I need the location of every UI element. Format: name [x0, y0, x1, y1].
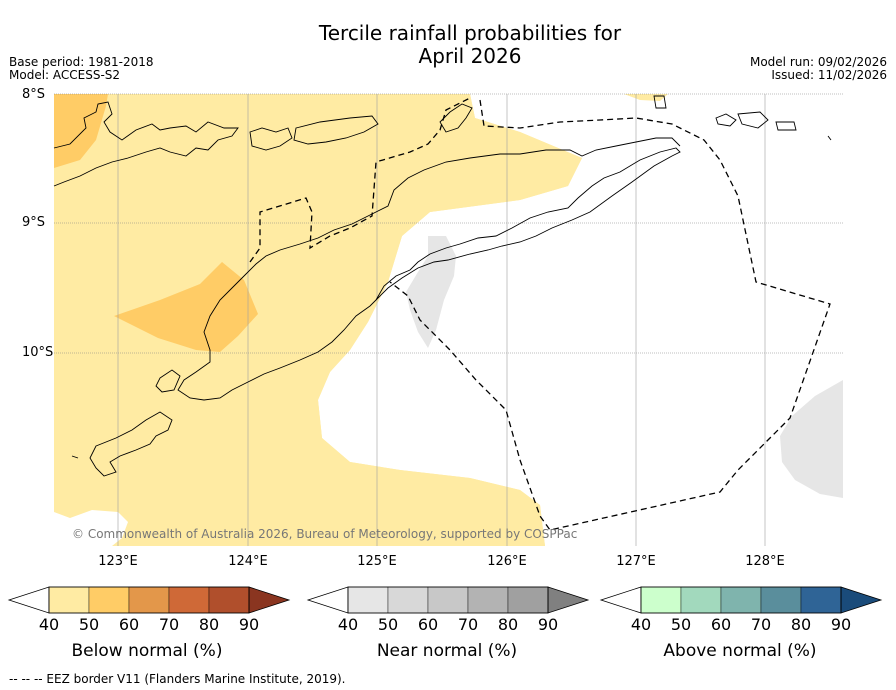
- colorbar-label-near: Near normal (%): [376, 641, 518, 661]
- colorbar-above-tick-50: 50: [670, 615, 692, 634]
- colorbar-above-bin-2: [720, 586, 762, 614]
- coast-sumba-east: [89, 411, 173, 477]
- meridians: [117, 94, 766, 546]
- colorbar-below-min-arrow: [7, 586, 50, 614]
- eez-footer-note: -- -- -- EEZ border V11 (Flanders Marine…: [9, 672, 346, 686]
- coast-island-east-1: [715, 113, 737, 127]
- coast-rote: [155, 369, 181, 393]
- colorbar-below-tick-80: 80: [198, 615, 220, 634]
- colorbar-near-max-arrow: [547, 586, 590, 614]
- colorbar-below-tick-50: 50: [78, 615, 100, 634]
- copyright-text: © Commonwealth of Australia 2026, Bureau…: [72, 527, 578, 541]
- colorbar-near: [306, 586, 590, 614]
- lon-label-128e: 128°E: [745, 554, 785, 569]
- colorbar-below-tick-60: 60: [118, 615, 140, 634]
- colorbar-near-tick-50: 50: [377, 615, 399, 634]
- lon-label-126e: 126°E: [487, 554, 527, 569]
- base-period: Base period: 1981-2018: [9, 55, 154, 69]
- colorbar-above-tick-70: 70: [750, 615, 772, 634]
- colorbar-above-max-arrow: [840, 586, 883, 614]
- colorbar-above-min-arrow: [599, 586, 642, 614]
- map-title-line2: April 2026: [418, 44, 522, 68]
- lat-label-9s: 9°S: [22, 215, 46, 230]
- coast-island-east-3: [775, 121, 797, 131]
- colorbar-above-tick-90: 90: [830, 615, 852, 634]
- colorbar-near-tick-60: 60: [417, 615, 439, 634]
- colorbar-near-outline: [347, 586, 549, 614]
- colorbar-above-tick-80: 80: [790, 615, 812, 634]
- colorbar-below-tick-90: 90: [238, 615, 260, 634]
- below-normal-50-60-center: [114, 262, 258, 352]
- below-normal-40-50-main: [54, 94, 582, 546]
- coast-island-small-2: [293, 115, 379, 145]
- colorbar-above-outline: [640, 586, 842, 614]
- colorbar-above-bin-3: [760, 586, 802, 614]
- coast-island-east-2: [737, 111, 769, 129]
- colorbar-below-outline: [48, 586, 250, 614]
- coast-flores-alor: [53, 101, 239, 187]
- meta-right: Model run: 09/02/2026 Issued: 11/02/2026: [750, 56, 887, 82]
- lon-label-125e: 125°E: [357, 554, 397, 569]
- eez-line-west: [249, 97, 471, 263]
- colorbar-near-bin-2: [427, 586, 469, 614]
- near-normal-patch-1: [406, 236, 456, 348]
- colorbar-above-bin-4: [800, 586, 842, 614]
- colorbar-below-bin-2: [128, 586, 170, 614]
- issued-date: Issued: 11/02/2026: [771, 68, 887, 82]
- colorbar-near-tick-40: 40: [337, 615, 359, 634]
- colorbar-above-bin-0: [640, 586, 682, 614]
- coast-timor: [177, 137, 681, 401]
- coast-island-small-1: [249, 127, 293, 151]
- eez-border: [249, 97, 831, 531]
- lon-label-123e: 123°E: [98, 554, 138, 569]
- coast-island-east-4: [827, 135, 832, 141]
- model-run: Model run: 09/02/2026: [749, 55, 887, 69]
- map-title-line1: Tercile rainfall probabilities for: [318, 21, 622, 45]
- colorbar-below-tick-70: 70: [158, 615, 180, 634]
- colorbar-above-tick-60: 60: [710, 615, 732, 634]
- no-data-lower-left: [54, 510, 128, 546]
- model-name: Model: ACCESS-S2: [9, 68, 121, 82]
- colorbar-above-bin-1: [680, 586, 722, 614]
- colorbar-below-bin-1: [88, 586, 130, 614]
- colorbar-near-tick-70: 70: [457, 615, 479, 634]
- lon-label-124e: 124°E: [228, 554, 268, 569]
- colorbar-below-bin-4: [208, 586, 250, 614]
- colorbar-below-tick-40: 40: [38, 615, 60, 634]
- colorbar-near-bin-0: [347, 586, 389, 614]
- colorbar-above-tick-40: 40: [630, 615, 652, 634]
- coast-island-tiny: [653, 95, 667, 109]
- colorbar-label-above: Above normal (%): [663, 641, 817, 661]
- colorbar-near-bin-3: [467, 586, 509, 614]
- colorbar-near-tick-90: 90: [537, 615, 559, 634]
- colorbar-near-bin-1: [387, 586, 429, 614]
- colorbar-near-tick-80: 80: [497, 615, 519, 634]
- colorbar-above: [599, 586, 883, 614]
- colorbar-below: [7, 586, 291, 614]
- lat-label-8s: 8°S: [22, 87, 46, 102]
- graticule: [54, 93, 843, 354]
- lon-label-127e: 127°E: [616, 554, 656, 569]
- coast-wetar: [439, 103, 473, 133]
- colorbar-below-bin-0: [48, 586, 90, 614]
- coast-islet-1: [71, 455, 79, 459]
- colorbar-near-bin-4: [507, 586, 549, 614]
- colorbar-near-min-arrow: [306, 586, 349, 614]
- coastlines: [53, 95, 832, 477]
- colorbar-below-max-arrow: [248, 586, 291, 614]
- eez-line-main: [389, 99, 831, 531]
- colorbar-below-bin-3: [168, 586, 210, 614]
- lat-label-10s: 10°S: [22, 345, 54, 360]
- meta-left: Base period: 1981-2018 Model: ACCESS-S2: [9, 56, 154, 82]
- colorbar-label-below: Below normal (%): [71, 641, 223, 661]
- near-normal-patch-2: [780, 380, 843, 498]
